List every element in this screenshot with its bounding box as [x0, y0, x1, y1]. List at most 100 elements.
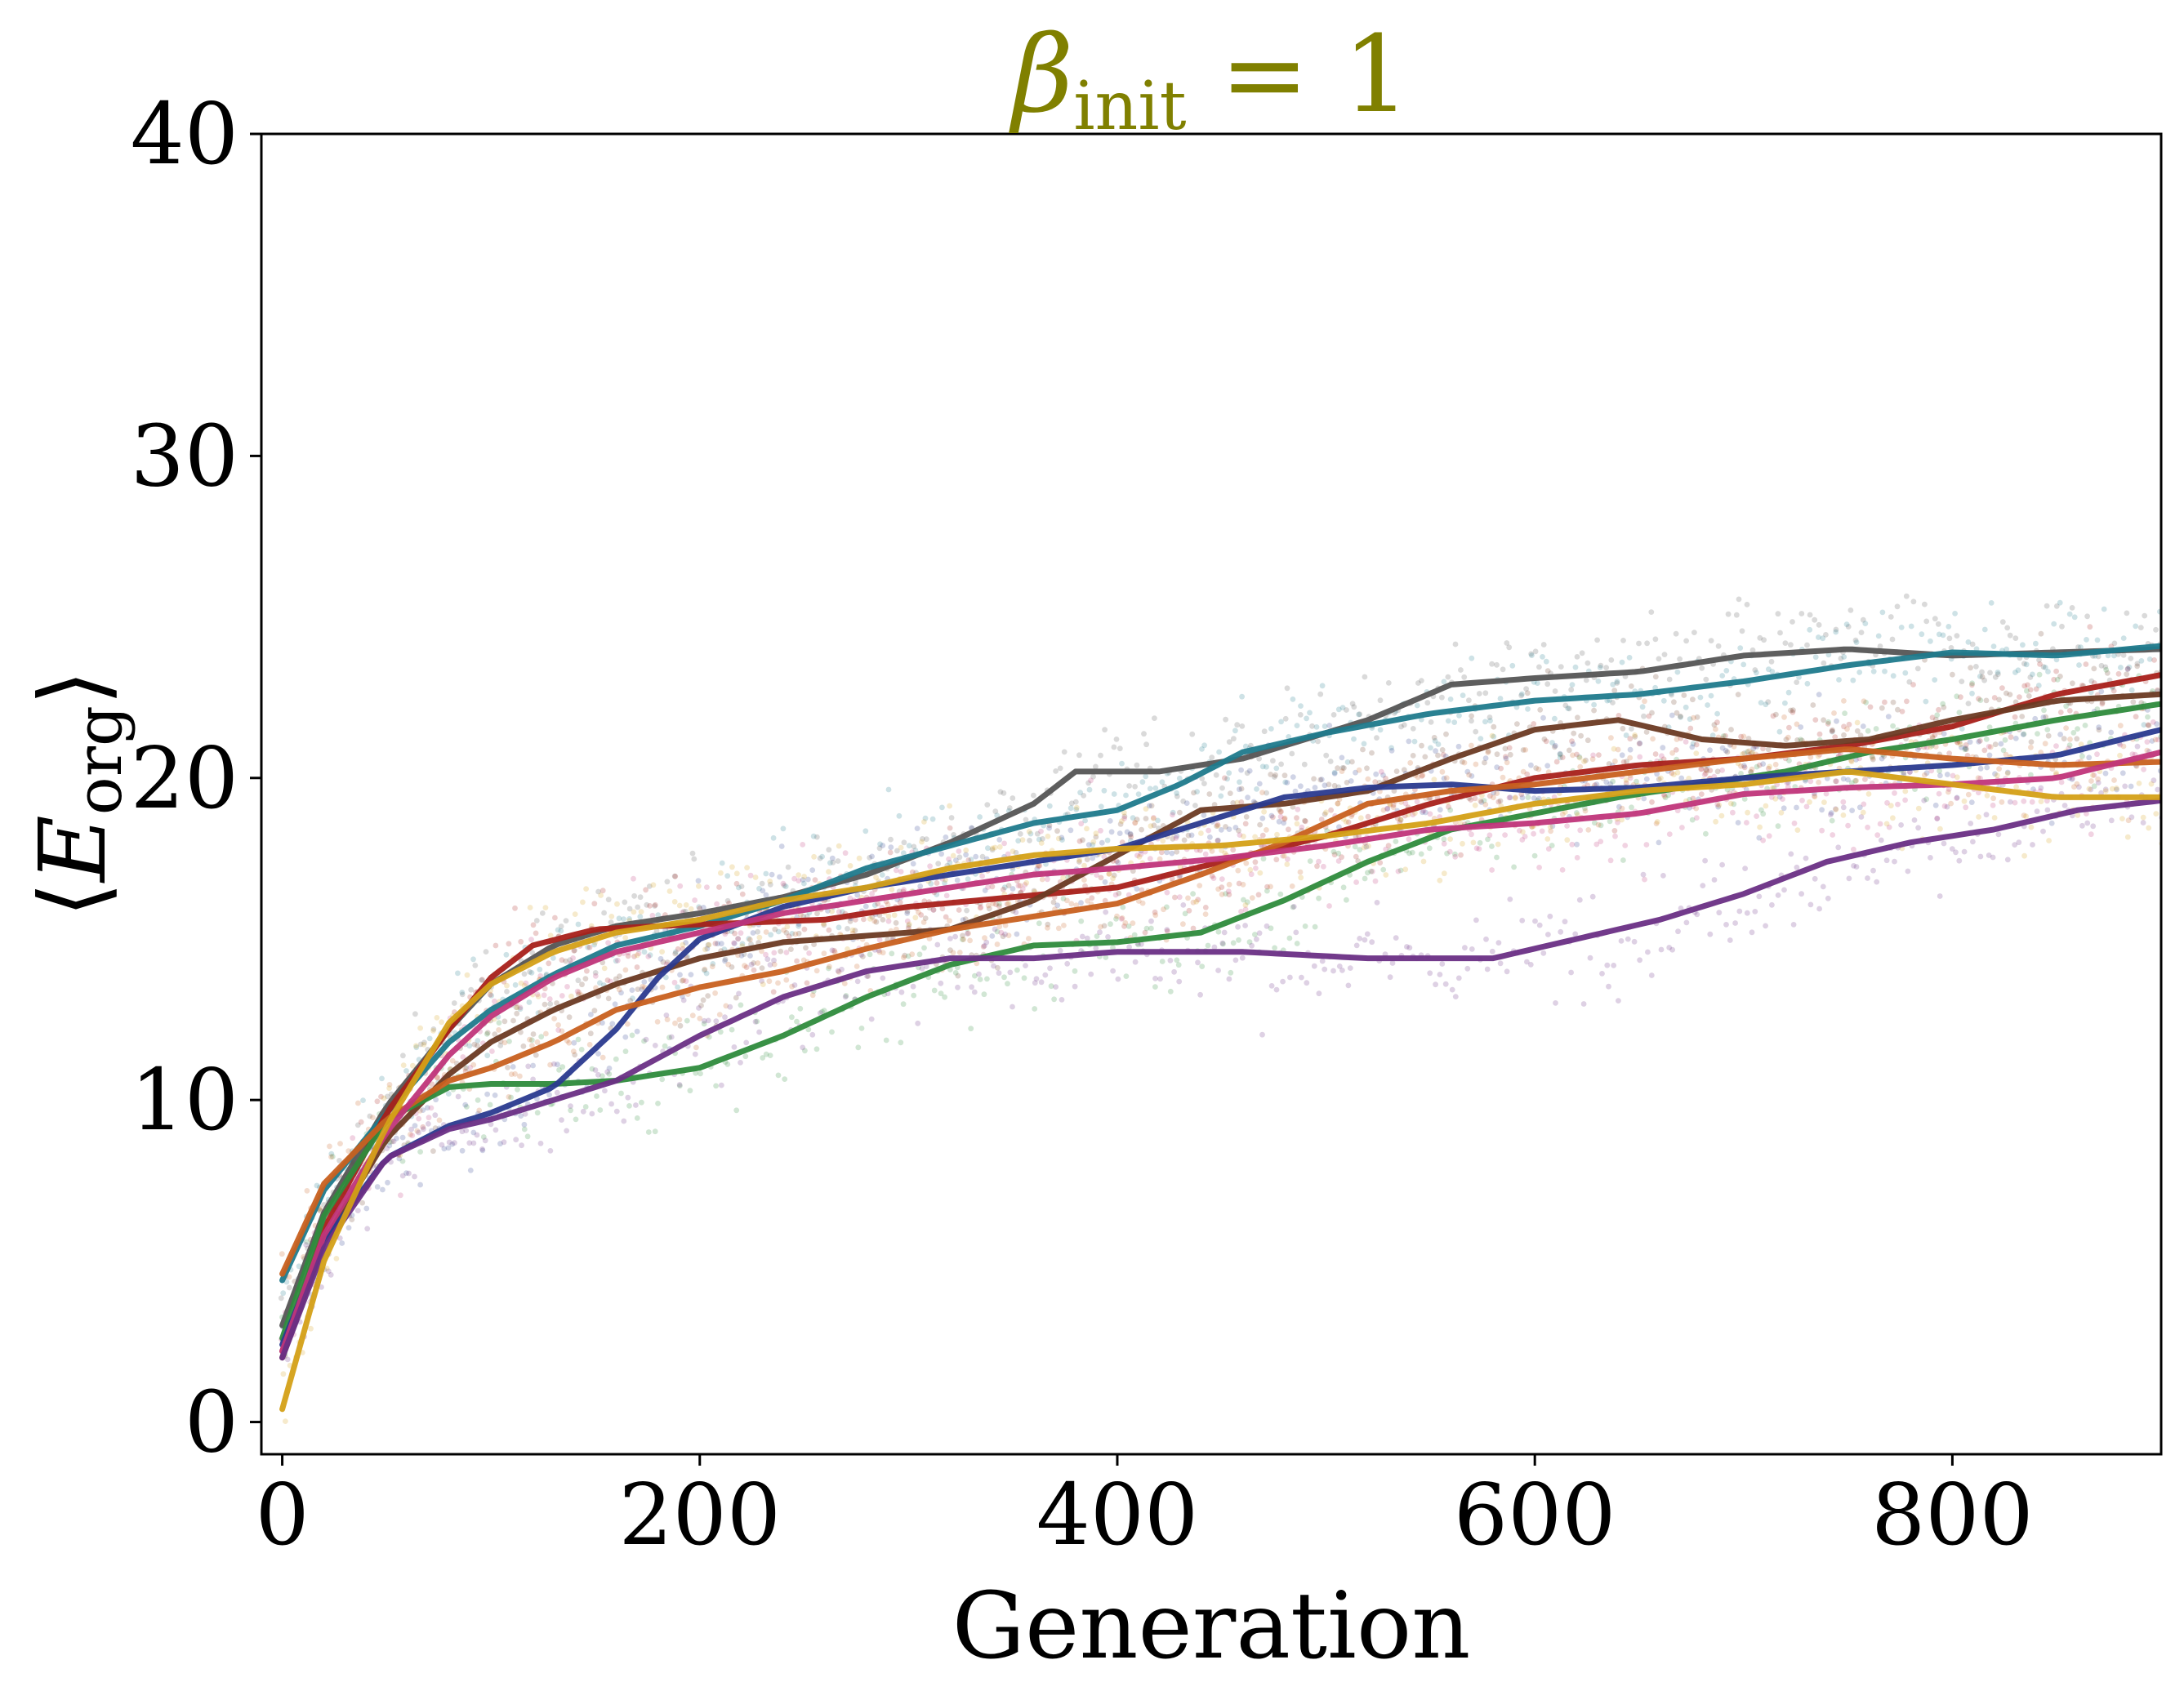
scatter-point [524, 1133, 531, 1140]
scatter-point [943, 834, 949, 840]
scatter-point [1576, 754, 1583, 760]
scatter-point [1570, 741, 1576, 747]
scatter-point [947, 936, 953, 941]
scatter-point [688, 972, 694, 977]
scatter-point [1557, 754, 1563, 761]
scatter-point [1293, 929, 1299, 936]
scatter-point [1703, 767, 1709, 772]
scatter-point [370, 1115, 376, 1120]
scatter-point [743, 964, 750, 970]
scatter-point [1090, 773, 1096, 780]
scatter-point [1466, 772, 1472, 778]
scatter-point [713, 1018, 720, 1024]
scatter-point [1353, 942, 1360, 949]
scatter-point [1572, 664, 1579, 670]
scatter-point [527, 968, 533, 975]
scatter-point [475, 1043, 480, 1049]
scatter-point [1648, 972, 1655, 978]
scatter-point [984, 976, 990, 982]
scatter-point [748, 961, 755, 968]
scatter-point [1979, 674, 1986, 680]
scatter-point [938, 980, 944, 986]
scatter-point [364, 1226, 371, 1232]
scatter-point [1543, 738, 1549, 745]
scatter-point [1298, 874, 1304, 881]
scatter-point [1778, 810, 1785, 816]
scatter-point [1763, 701, 1769, 708]
scatter-point [1524, 690, 1531, 696]
scatter-point [1769, 669, 1776, 674]
scatter-point [1362, 674, 1368, 680]
scatter-point [1569, 738, 1575, 745]
scatter-point [1984, 764, 1990, 771]
scatter-point [1176, 874, 1183, 880]
scatter-point [826, 927, 832, 933]
scatter-point [1892, 858, 1897, 865]
scatter-point [947, 803, 952, 809]
x-tick-label: 800 [1871, 1465, 2034, 1564]
scatter-point [1902, 797, 1909, 803]
scatter-point [827, 963, 832, 970]
scatter-point [2057, 599, 2063, 606]
scatter-point [528, 937, 534, 943]
scatter-point [303, 1242, 310, 1248]
scatter-point [480, 1134, 487, 1140]
scatter-point [1996, 766, 2003, 772]
scatter-point [697, 906, 703, 911]
scatter-point [2025, 682, 2030, 688]
scatter-point [1472, 802, 1478, 808]
scatter-point [459, 1128, 466, 1135]
scatter-point [729, 1026, 735, 1033]
scatter-point [556, 1067, 562, 1073]
scatter-point [1519, 837, 1526, 843]
scatter-point [1979, 669, 1985, 675]
scatter-point [1758, 807, 1764, 813]
scatter-point [474, 1132, 480, 1138]
scatter-point [1427, 811, 1433, 817]
scatter-point [1078, 821, 1085, 827]
scatter-point [2087, 624, 2093, 630]
scatter-point [1644, 640, 1650, 647]
scatter-point [1142, 929, 1148, 936]
scatter-point [1502, 832, 1508, 838]
scatter-point [1072, 799, 1079, 805]
scatter-point [1432, 737, 1438, 744]
scatter-point [1544, 668, 1551, 674]
scatter-point [1691, 630, 1697, 635]
scatter-point [1170, 835, 1176, 842]
scatter-point [847, 895, 854, 901]
scatter-point [546, 996, 553, 1002]
scatter-point [434, 1015, 440, 1021]
scatter-point [2036, 657, 2042, 663]
scatter-point [439, 1141, 445, 1148]
scatter-point [466, 1140, 473, 1146]
scatter-point [1170, 812, 1175, 818]
scatter-point [1219, 876, 1225, 882]
scatter-point [1302, 817, 1308, 824]
scatter-point [1497, 798, 1504, 804]
scatter-point [1512, 795, 1518, 802]
scatter-point [555, 1027, 562, 1033]
scatter-point [329, 1154, 336, 1159]
scatter-point [1130, 815, 1136, 821]
scatter-point [640, 984, 645, 990]
scatter-point [1903, 593, 1910, 599]
scatter-point [1307, 858, 1313, 864]
scatter-point [1949, 846, 1955, 852]
scatter-point [1215, 838, 1221, 843]
scatter-point [671, 873, 678, 879]
scatter-point [1181, 837, 1188, 843]
scatter-point [1316, 990, 1322, 997]
scatter-point [1374, 900, 1380, 906]
scatter-point [814, 910, 820, 917]
scatter-point [904, 918, 911, 924]
scatter-point [955, 984, 961, 990]
scatter-point [1742, 866, 1749, 871]
scatter-point [1261, 808, 1267, 815]
scatter-point [1336, 824, 1342, 830]
scatter-point [367, 1113, 373, 1119]
scatter-point [1956, 857, 1963, 864]
scatter-point [2091, 665, 2097, 672]
scatter-point [2151, 657, 2158, 663]
scatter-point [1968, 821, 1974, 826]
